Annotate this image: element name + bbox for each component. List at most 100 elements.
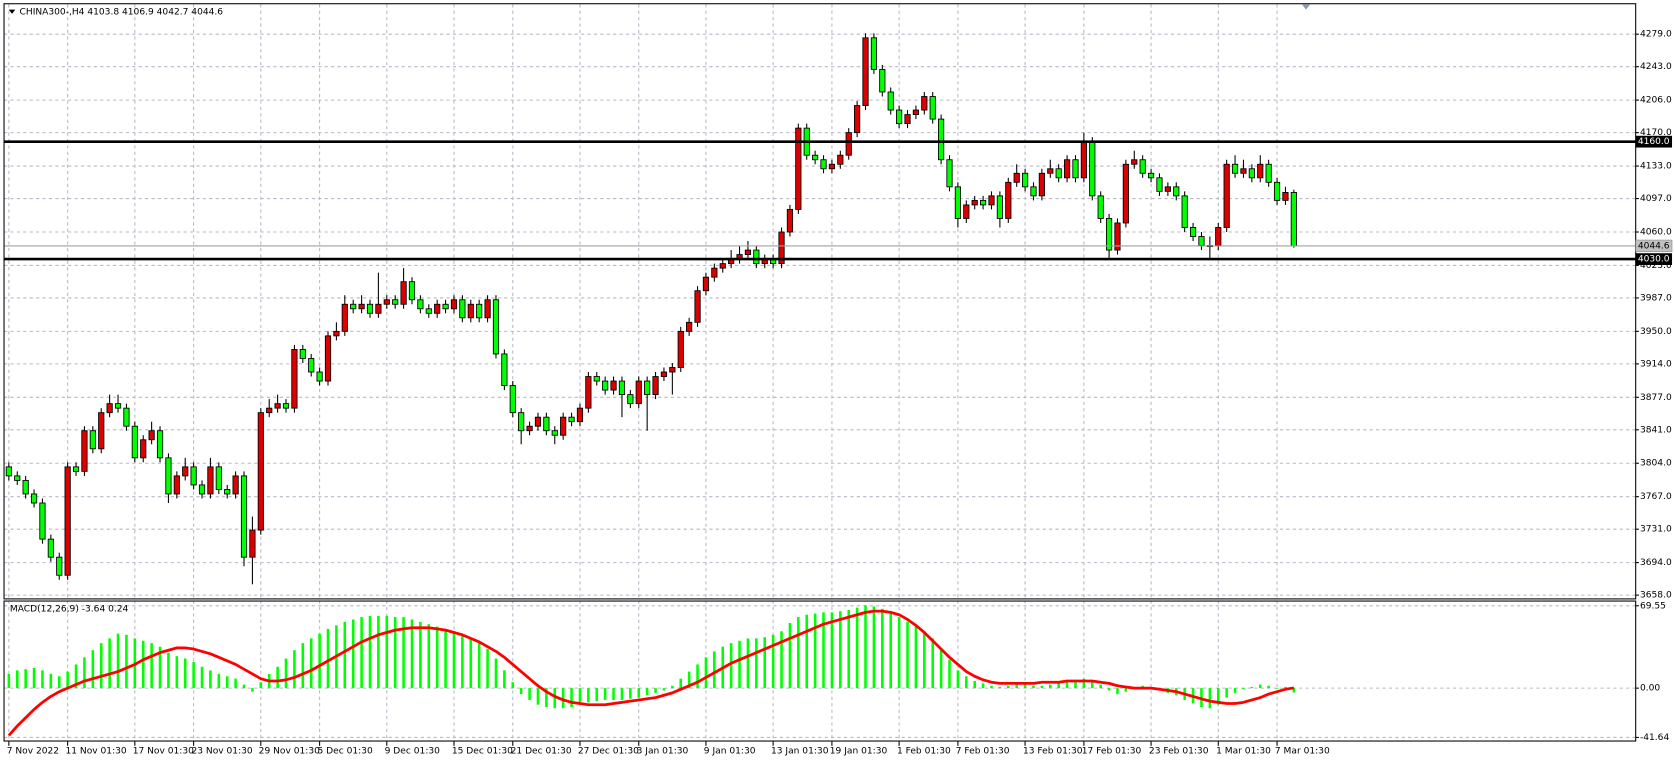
histogram-bar	[545, 688, 548, 708]
histogram-bar	[973, 681, 976, 689]
x-tick-label: 23 Nov 01:30	[191, 747, 252, 757]
candle-body	[518, 412, 525, 432]
histogram-bar	[318, 633, 321, 689]
candle-body	[467, 303, 474, 319]
y-tick-label: 4206.0	[1640, 96, 1672, 106]
histogram-bar	[175, 656, 179, 689]
candle-body	[1089, 141, 1096, 197]
candle-body	[240, 475, 248, 558]
candle-body	[576, 407, 584, 423]
histogram-bar	[1250, 686, 1254, 689]
histogram-bar	[1065, 682, 1069, 689]
candle-body	[47, 538, 54, 558]
candle-body	[249, 529, 256, 558]
candle-body	[1013, 172, 1020, 183]
y-tick-label: 69.55	[1640, 601, 1666, 611]
histogram-bar	[74, 664, 78, 689]
histogram-bar	[83, 657, 86, 689]
histogram-bar	[150, 643, 153, 689]
candle-body	[39, 502, 46, 540]
bid-label-box	[1635, 239, 1673, 253]
histogram-bar	[293, 650, 296, 689]
level-label: 4160.0	[1638, 137, 1670, 147]
y-tick-label: 3658.0	[1640, 591, 1672, 601]
histogram-bar	[419, 621, 422, 689]
candle-body	[156, 430, 164, 459]
candle-body	[358, 303, 365, 310]
candle-body	[1030, 186, 1037, 197]
histogram-bar	[242, 684, 246, 689]
candle-body	[1156, 177, 1163, 192]
candle-body	[1139, 159, 1146, 174]
candle-body	[879, 68, 886, 93]
histogram-bar	[309, 638, 313, 689]
candle-body	[669, 367, 676, 373]
histogram-bar	[452, 631, 456, 689]
histogram-bar	[217, 673, 221, 689]
candle-body	[845, 132, 852, 156]
histogram-bar	[91, 650, 95, 689]
x-tick-label: 7 Feb 01:30	[956, 747, 1010, 757]
x-tick-label: 29 Nov 01:30	[259, 747, 320, 757]
histogram-bar	[301, 643, 305, 689]
histogram-bar	[108, 638, 111, 689]
candle-body	[534, 416, 542, 427]
candle-body	[30, 493, 38, 504]
candle-body	[350, 303, 357, 310]
histogram-bar	[587, 688, 590, 703]
y-tick-label: 4170.0	[1640, 128, 1672, 138]
menu-arrow[interactable]	[8, 9, 16, 14]
candle-body	[308, 358, 315, 373]
histogram-bar	[519, 688, 523, 695]
histogram-bar	[914, 626, 918, 689]
histogram-bar	[1233, 688, 1237, 693]
candle-body	[929, 96, 936, 120]
y-tick-label: 3841.0	[1640, 425, 1672, 435]
candle-body	[1072, 159, 1079, 179]
candle-body	[1273, 181, 1281, 201]
histogram-bar	[1242, 688, 1245, 690]
candle-body	[1038, 172, 1045, 197]
candle-body	[896, 109, 903, 125]
candle-body	[266, 407, 273, 414]
candle-body	[89, 430, 96, 450]
candle-body	[1105, 218, 1113, 251]
candle-body	[232, 475, 239, 495]
candle-body	[417, 299, 424, 310]
histogram-bar	[192, 662, 195, 689]
price-panel-frame	[3, 3, 1637, 600]
histogram-bar	[679, 678, 683, 689]
signal-line	[7, 609, 1295, 737]
histogram-bar	[200, 666, 204, 689]
shift-marker	[1301, 4, 1311, 10]
x-tick-label: 13 Feb 01:30	[1023, 747, 1083, 757]
histogram-bar	[536, 688, 540, 705]
histogram-bar	[931, 638, 934, 689]
candle-body	[215, 466, 222, 490]
histogram-bar	[183, 658, 187, 689]
candle-body	[744, 249, 752, 256]
histogram-bar	[755, 638, 758, 689]
histogram-bar	[427, 624, 431, 689]
candle-body	[526, 425, 533, 432]
candle-body	[778, 231, 785, 265]
candle-body	[274, 403, 281, 409]
candle-body	[408, 281, 416, 301]
y-tick-label: 3950.0	[1640, 327, 1672, 337]
candle-body	[753, 249, 760, 265]
histogram-bar	[116, 633, 120, 689]
candle-body	[644, 380, 651, 396]
histogram-bar	[654, 688, 657, 693]
candle-body	[207, 466, 214, 495]
candle-body	[509, 385, 516, 414]
histogram-bar	[15, 670, 19, 689]
candle-body	[22, 479, 29, 495]
candle-body	[459, 299, 466, 319]
candle-body	[106, 403, 113, 414]
histogram-bar	[763, 637, 767, 689]
histogram-bar	[629, 688, 632, 699]
candle-body	[1248, 168, 1255, 179]
candle-body	[1097, 195, 1104, 219]
x-tick-label: 7 Mar 01:30	[1275, 747, 1330, 757]
